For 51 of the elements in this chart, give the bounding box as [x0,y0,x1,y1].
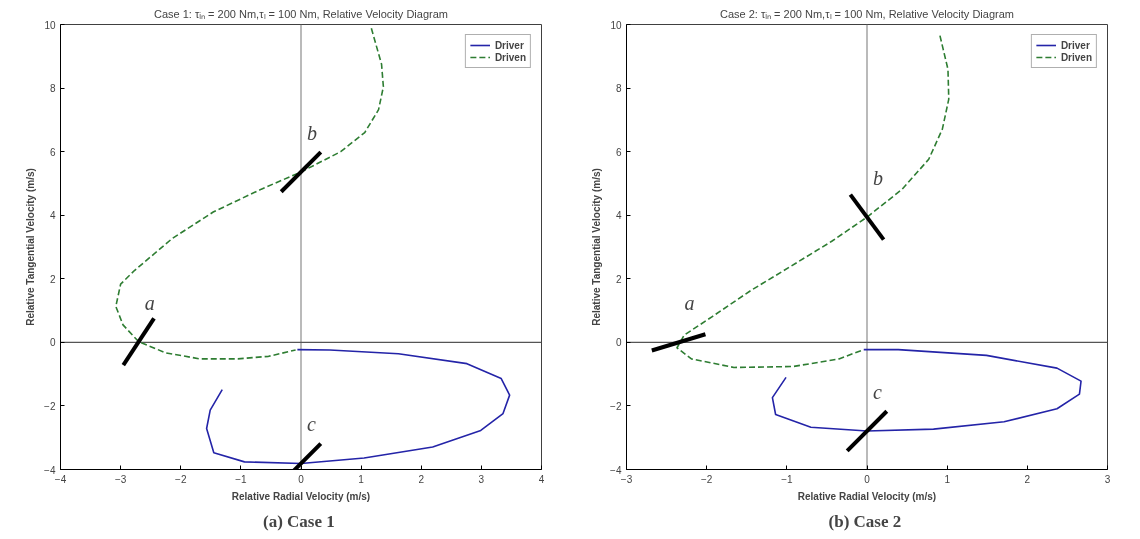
line-series [115,27,385,360]
annotation: b [307,121,317,144]
legend-label: Driver [494,39,524,51]
text: (a) Case 1 [262,511,335,531]
y-tick-label: 0 [49,337,56,349]
line-series [676,34,950,369]
y-tick-label: 0 [615,337,622,349]
x-tick-label: 0 [298,473,305,485]
annotation: a [144,291,155,314]
legend-label: Driver [1060,39,1090,51]
annotation: a [684,292,695,315]
x-tick-label: 2 [1024,473,1031,485]
x-tick-label: −2 [700,473,713,485]
x-tick-label: −3 [114,473,127,485]
x-tick-label: 0 [864,473,871,485]
annotation: b [873,167,883,190]
y-tick-label: −4 [610,464,622,476]
legend-label: Driven [1060,51,1092,63]
y-tick-label: 4 [615,210,622,222]
y-tick-label: 10 [610,19,622,31]
x-tick-label: −1 [781,473,793,485]
x-tick-label: 3 [478,473,485,485]
y-axis-title: Relative Tangential Velocity (m/s) [25,168,37,326]
chart-title: Case 2: τᵢₙ = 200 Nm,τₗ = 100 Nm, Relative Velocity Diagram [720,7,1015,20]
x-tick-label: −3 [620,473,633,485]
y-tick-label: 6 [49,146,56,158]
y-tick-label: −2 [44,400,56,412]
text: (b) Case 2 [828,511,902,531]
y-tick-label: −2 [610,400,622,412]
y-tick-label: −4 [44,464,56,476]
y-axis-title: Relative Tangential Velocity (m/s) [591,168,603,326]
x-tick-label: 2 [418,473,425,485]
y-tick-label: 2 [49,273,56,285]
y-tick-label: 8 [49,83,56,95]
x-axis-title: Relative Radial Velocity (m/s) [231,490,371,502]
x-tick-label: 3 [1104,473,1111,485]
x-tick-label: −1 [235,473,248,485]
x-tick-label: 1 [358,473,365,485]
annotation: c [873,381,882,404]
y-tick-label: 10 [44,19,56,31]
x-axis-title: Relative Radial Velocity (m/s) [797,490,937,502]
y-tick-label: 6 [615,146,622,158]
annotation: c [307,413,316,436]
chart-title: Case 1: τᵢₙ = 200 Nm,τₗ = 100 Nm, Relative Velocity Diagram [154,7,449,20]
y-tick-label: 2 [615,273,622,285]
x-tick-label: 4 [538,473,545,485]
y-tick-label: 8 [615,83,622,95]
legend-label: Driven [494,51,526,63]
x-tick-label: −2 [175,473,187,485]
x-tick-label: 1 [944,473,951,485]
y-tick-label: 4 [49,210,56,222]
